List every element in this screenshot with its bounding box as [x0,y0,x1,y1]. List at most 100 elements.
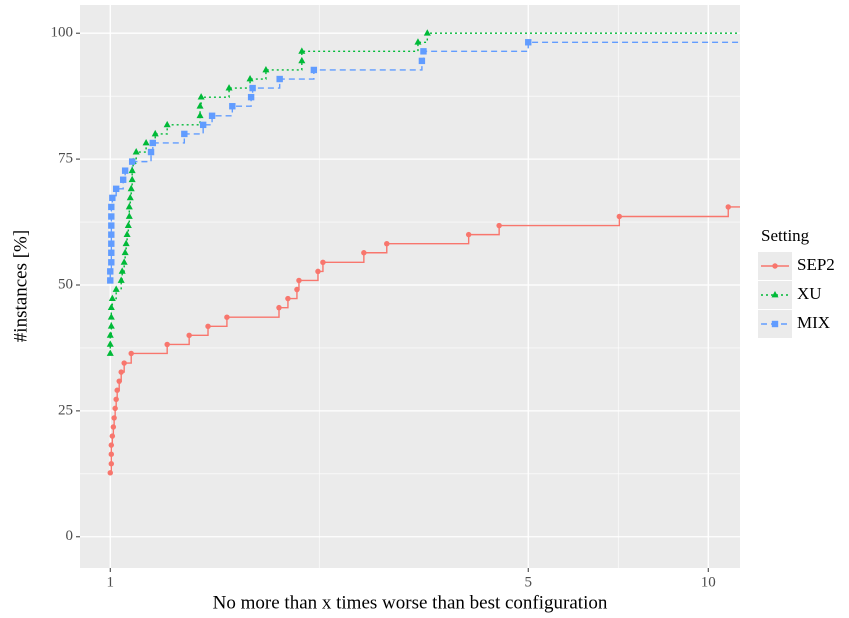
point [108,442,115,448]
legend-marker [772,263,778,269]
point [122,239,130,247]
point [108,222,115,229]
point [107,470,113,476]
point [616,213,623,220]
point [128,175,136,183]
y-axis-title: #instances [%] [10,230,31,342]
point [225,84,233,91]
point [132,148,140,155]
point [420,48,427,55]
series-markers [106,29,731,476]
point [125,212,133,219]
point [128,350,134,357]
point [361,250,367,256]
point [262,65,270,73]
point [108,451,115,457]
point [117,276,125,283]
point [465,231,472,238]
point [151,129,159,137]
point [246,75,254,82]
point [725,204,731,210]
point [276,304,282,311]
point [199,121,207,129]
point [285,295,291,302]
point [109,433,116,439]
point [315,268,321,275]
point [294,286,300,293]
point [418,57,426,65]
point [149,139,157,147]
point [113,396,119,403]
point [310,66,318,74]
point [110,424,117,430]
point [119,176,127,183]
point [108,259,115,266]
plot-panel [80,5,740,568]
point [118,369,124,375]
point [116,378,122,384]
point [112,185,120,193]
point [414,38,422,45]
point [224,314,230,320]
point [108,231,115,238]
x-tick-label: 10 [701,574,716,590]
point [196,111,204,119]
y-tick-label: 0 [66,528,74,544]
point [106,340,114,347]
x-tick-label: 1 [107,574,115,590]
point [127,184,135,192]
point [108,203,115,211]
y-tick-label: 50 [58,276,73,292]
y-tick-label: 100 [51,25,74,41]
point [120,258,128,265]
point [107,277,114,284]
point [123,230,131,238]
point [197,93,205,100]
point [107,322,115,329]
point [186,332,192,339]
point [229,103,236,110]
x-axis-title: No more than x times worse than best con… [213,592,608,613]
legend-label: MIX [797,313,830,332]
point [106,331,114,338]
point [108,240,115,247]
point [121,167,129,174]
point [108,249,115,256]
point [249,84,256,92]
point [107,268,114,275]
point [107,313,115,320]
y-tick-label: 75 [58,151,73,167]
point [147,148,155,156]
point [121,360,127,366]
point [525,39,532,46]
point [298,47,306,54]
point [181,130,188,138]
legend: SEP2 XU MIX [758,252,835,338]
legend-marker [771,291,779,298]
point [298,56,306,64]
point [109,194,116,202]
legend-title: Setting [761,226,810,245]
point [208,112,216,119]
point [108,461,115,467]
legend-label: XU [797,284,822,303]
point [121,248,129,256]
point [108,294,116,301]
point [118,267,126,274]
point [296,277,302,284]
point [126,193,134,201]
grid [80,5,740,568]
point [114,387,120,393]
point [276,75,283,83]
point [111,415,117,421]
point [128,158,136,165]
point [108,213,115,220]
point [112,285,120,292]
step-line [110,206,740,474]
point [164,341,170,348]
point [106,349,114,356]
point [496,222,502,229]
y-tick-label: 25 [58,402,73,418]
point [163,120,171,128]
